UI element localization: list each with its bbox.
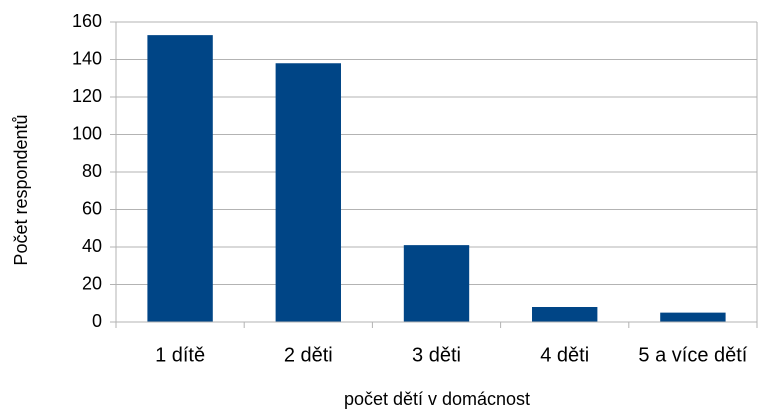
x-tick-label: 4 děti bbox=[540, 344, 589, 366]
y-tick-label: 20 bbox=[82, 273, 102, 293]
bar bbox=[532, 307, 598, 322]
x-axis-title: počet dětí v domácnost bbox=[344, 389, 530, 409]
x-tick-label: 1 dítě bbox=[155, 344, 205, 366]
y-tick-label: 80 bbox=[82, 161, 102, 181]
y-tick-label: 160 bbox=[72, 11, 102, 31]
bar bbox=[275, 63, 341, 322]
y-tick-label: 100 bbox=[72, 123, 102, 143]
bar bbox=[660, 312, 726, 322]
y-tick-label: 60 bbox=[82, 198, 102, 218]
y-tick-label: 140 bbox=[72, 48, 102, 68]
x-tick-label: 5 a více dětí bbox=[638, 344, 747, 366]
bar bbox=[147, 35, 213, 322]
x-tick-label: 2 děti bbox=[284, 344, 333, 366]
y-tick-label: 40 bbox=[82, 236, 102, 256]
y-tick-label: 120 bbox=[72, 86, 102, 106]
bar bbox=[403, 245, 470, 322]
y-tick-label: 0 bbox=[92, 311, 102, 331]
x-tick-label: 3 děti bbox=[412, 344, 461, 366]
y-axis-title: Počet respondentů bbox=[11, 114, 31, 265]
